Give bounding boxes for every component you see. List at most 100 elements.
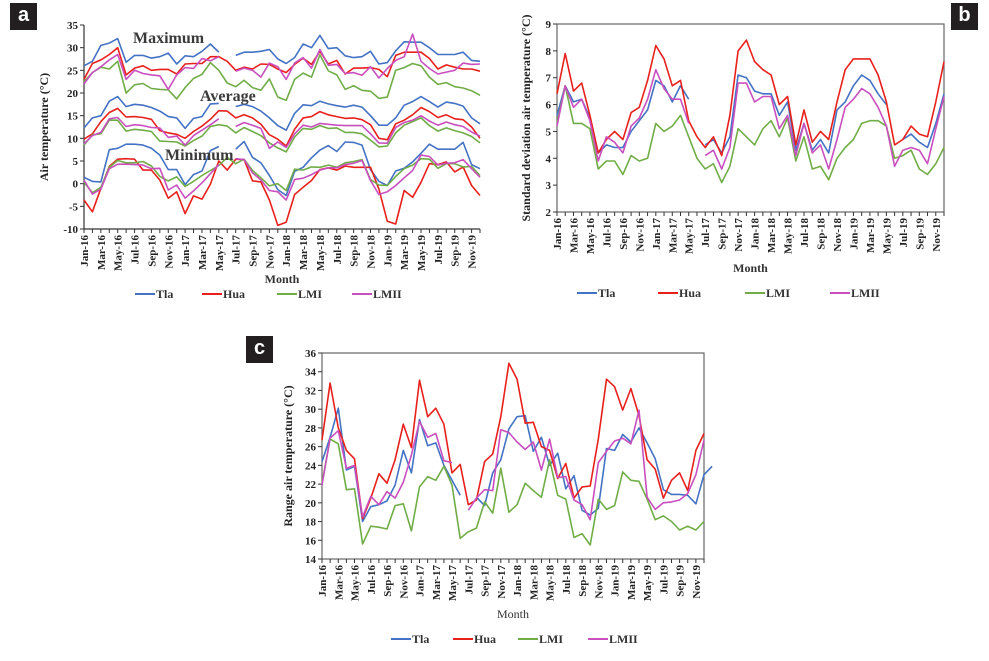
y-tick-label: -5 [69,201,79,213]
x-tick-label: Jul-16 [366,565,378,595]
x-tick-label: Nov-17 [264,235,276,269]
x-tick-label: Mar-17 [667,218,679,254]
x-tick-label: Nov-19 [691,565,703,599]
legend: Tla Hua LMI LMII [391,632,638,646]
x-axis-title: Month [265,272,300,286]
x-tick-label: Nov-19 [467,235,479,269]
x-tick-label: May-16 [113,235,125,272]
y-tick-label: 10 [67,133,79,145]
x-tick-label: Jul-17 [231,235,243,265]
series-line-maximum-lmi [83,54,481,102]
annotation-minimum: Minimum [165,147,234,164]
series-line-hua [556,39,945,157]
x-tick-label: Mar-18 [298,235,310,271]
plot-frame [321,352,705,560]
x-tick-label: Sep-18 [577,565,589,597]
x-tick-label: Nov-18 [593,565,605,599]
annotation-average: Average [200,88,256,105]
series-line-minimum-lmii [83,154,481,201]
panel-label-c: c [246,336,273,363]
annotation-maximum: Maximum [133,30,205,47]
series-line-average-hua [83,106,481,147]
x-tick-label: May-18 [783,218,795,255]
x-tick-label: May-17 [684,218,696,255]
legend-label-lmi: LMI [298,287,322,301]
series-line-average-lmi [83,117,481,153]
y-tick-label: 3 [546,180,552,192]
x-tick-label: May-19 [881,218,893,255]
legend-label-tla: Tla [412,632,429,646]
y-tick-label: 16 [305,535,317,547]
y-axis-title: Range air temperature (°C) [281,385,295,526]
x-tick-label: Jan-16 [317,565,329,597]
legend-label-lmi: LMI [539,632,563,646]
x-tick-label: Jul-16 [601,218,613,248]
x-tick-label: May-18 [545,565,557,602]
y-tick-label: 32 [305,385,317,397]
x-tick-label: Mar-16 [333,565,345,601]
plot-frame [556,23,945,213]
x-tick-label: Nov-16 [398,565,410,599]
legend-label-lmii: LMII [609,632,638,646]
x-tick-label: May-19 [416,235,428,272]
x-tick-label: May-17 [447,565,459,602]
series-line-average-lmii [83,114,481,150]
x-tick-label: Jul-17 [463,565,475,595]
x-tick-label: May-16 [585,218,597,255]
series-line-lmii [556,68,945,170]
series-line-average-tla [83,95,481,131]
panel-label-a: a [10,3,37,30]
x-tick-label: Jan-18 [512,565,524,597]
x-tick-label: Nov-18 [365,235,377,269]
x-tick-label: Sep-16 [382,565,394,597]
x-tick-label: Sep-18 [349,235,361,267]
x-tick-label: Jul-18 [799,218,811,248]
x-tick-label: Jan-18 [750,218,762,250]
legend-label-tla: Tla [156,287,173,301]
x-tick-label: Mar-18 [766,218,778,254]
x-tick-label: Jul-17 [700,218,712,248]
chart-c: 14 16 18 20 22 24 26 28 30 32 34 36 Jan-16 Mar-16 May-… [281,348,713,646]
y-tick-label: 36 [305,348,317,360]
x-tick-label: Sep-16 [146,235,158,267]
legend: Tla Hua LMI LMII [577,286,880,300]
series-line-lmii [321,409,705,521]
y-tick-label: 35 [67,20,79,32]
y-tick-label: 30 [67,43,79,55]
x-tick-label: Jan-18 [281,235,293,267]
x-tick-label: Mar-17 [197,235,209,271]
y-tick-label: 20 [305,498,317,510]
chart-a: -10 -5 0 5 10 15 20 25 30 35 Jan-16 Mar-16 May-16 Jul… [37,20,481,301]
y-tick-label: 34 [305,367,317,379]
y-tick-label: 8 [546,46,552,58]
series-line-maximum-hua [83,46,481,80]
series-line-minimum-tla [83,140,481,197]
x-tick-label: Jul-19 [898,218,910,248]
x-tick-label: Jul-16 [130,235,142,265]
x-tick-label: Jul-19 [433,235,445,265]
x-tick-label: Jan-17 [651,218,663,250]
x-tick-label: Mar-16 [568,218,580,254]
x-tick-label: Mar-19 [399,235,411,271]
series-line-lmi [321,438,705,546]
x-tick-label: Jan-17 [180,235,192,267]
x-tick-label: Mar-19 [865,218,877,254]
y-tick-label: 25 [67,65,79,77]
y-tick-label: 9 [546,19,552,31]
y-tick-label: 4 [546,153,552,165]
x-axis-title: Month [733,261,768,275]
y-tick-label: 22 [305,479,317,491]
y-tick-label: 24 [305,460,317,472]
x-tick-label: May-16 [350,565,362,602]
x-tick-label: Jan-19 [382,235,394,267]
y-tick-label: 2 [546,207,552,219]
y-axis-title: Air temperature (°C) [37,73,51,181]
y-tick-label: 6 [546,100,552,112]
y-tick-label: 30 [305,404,317,416]
y-tick-label: 18 [305,517,317,529]
x-tick-label: Sep-19 [450,235,462,267]
x-tick-label: Jan-19 [848,218,860,250]
y-tick-label: 15 [67,111,79,123]
x-tick-label: Nov-16 [163,235,175,269]
legend-label-lmii: LMII [373,287,402,301]
